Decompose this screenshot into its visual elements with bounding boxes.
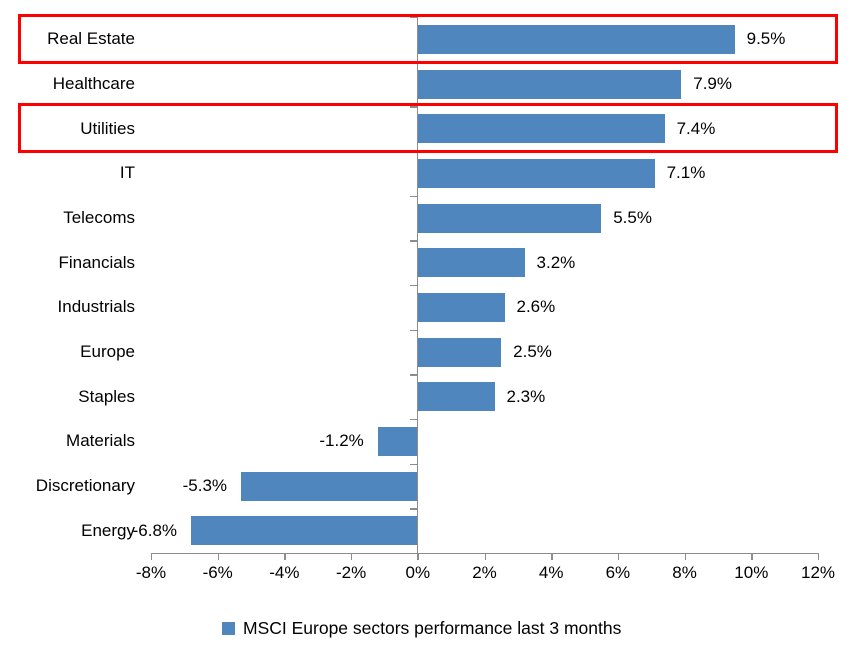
x-axis-tick <box>284 553 286 560</box>
legend: MSCI Europe sectors performance last 3 m… <box>222 619 621 638</box>
y-axis-tick <box>409 151 418 153</box>
y-axis-line <box>416 15 419 560</box>
category-label: Staples <box>78 386 135 406</box>
bar <box>417 114 665 144</box>
y-axis-tick <box>409 195 418 198</box>
x-axis-tick <box>751 553 753 560</box>
x-axis-tick-label: -6% <box>202 563 233 582</box>
value-label: -5.3% <box>182 476 228 495</box>
category-label: Materials <box>66 431 135 451</box>
x-axis-tick <box>151 553 153 560</box>
category-label: Real Estate <box>47 29 135 49</box>
category-label: Industrials <box>57 297 135 317</box>
x-axis-tick-label: -8% <box>135 563 167 582</box>
x-axis-tick <box>417 553 420 560</box>
x-axis-tick <box>617 553 620 560</box>
y-axis-tick <box>409 374 418 376</box>
x-axis-tick-label: -2% <box>335 563 367 582</box>
y-axis-tick <box>409 106 418 108</box>
x-axis-tick <box>684 553 686 560</box>
value-label: 7.4% <box>676 118 716 138</box>
value-label: 2.5% <box>513 342 552 361</box>
category-label: IT <box>119 163 135 183</box>
y-axis-tick <box>409 285 418 287</box>
x-axis-tick <box>351 553 353 560</box>
y-axis-tick <box>409 17 418 19</box>
value-label: 3.2% <box>536 252 576 272</box>
legend-label: MSCI Europe sectors performance last 3 m… <box>243 618 622 638</box>
x-axis-tick <box>484 553 486 560</box>
bar <box>417 292 505 322</box>
x-axis-tick <box>217 553 220 560</box>
category-label: Utilities <box>80 118 135 138</box>
bar <box>417 337 502 367</box>
x-axis-tick-label: -4% <box>269 563 300 582</box>
y-axis-tick <box>409 61 418 64</box>
legend-swatch-icon <box>222 622 235 635</box>
bar <box>417 24 735 54</box>
bar <box>417 382 495 412</box>
y-axis-tick <box>409 329 418 332</box>
value-label: 7.9% <box>693 74 732 93</box>
y-axis-tick <box>409 419 418 421</box>
value-label: 5.5% <box>613 208 652 227</box>
value-label: -1.2% <box>319 431 364 451</box>
category-label: Energy <box>81 520 135 540</box>
value-label: -6.8% <box>132 520 178 540</box>
x-axis-tick <box>818 553 820 560</box>
x-axis-tick-label: 2% <box>472 563 497 582</box>
x-axis-tick-label: 6% <box>605 563 631 582</box>
bar <box>417 203 602 233</box>
bar <box>241 471 418 501</box>
category-label: Europe <box>80 342 135 361</box>
category-label: Telecoms <box>63 208 135 227</box>
bar <box>417 158 655 188</box>
x-axis-tick-label: 12% <box>800 563 836 582</box>
category-label: Discretionary <box>35 476 135 495</box>
category-label: Healthcare <box>52 74 135 93</box>
x-axis-tick-label: 0% <box>405 563 431 582</box>
value-label: 9.5% <box>746 29 786 49</box>
bar <box>417 69 682 99</box>
category-label: Financials <box>58 252 135 272</box>
y-axis-tick <box>409 240 418 242</box>
x-axis-tick-label: 8% <box>672 563 697 582</box>
value-label: 7.1% <box>666 163 706 183</box>
y-axis-tick <box>409 508 418 510</box>
y-axis-tick <box>409 463 418 466</box>
bar <box>377 426 418 456</box>
bar <box>191 516 418 546</box>
value-label: 2.6% <box>516 297 556 317</box>
value-label: 2.3% <box>506 386 546 406</box>
x-axis-tick <box>551 553 553 560</box>
bar <box>417 248 525 278</box>
x-axis-tick-label: 4% <box>538 563 564 582</box>
x-axis-tick-label: 10% <box>734 563 769 582</box>
